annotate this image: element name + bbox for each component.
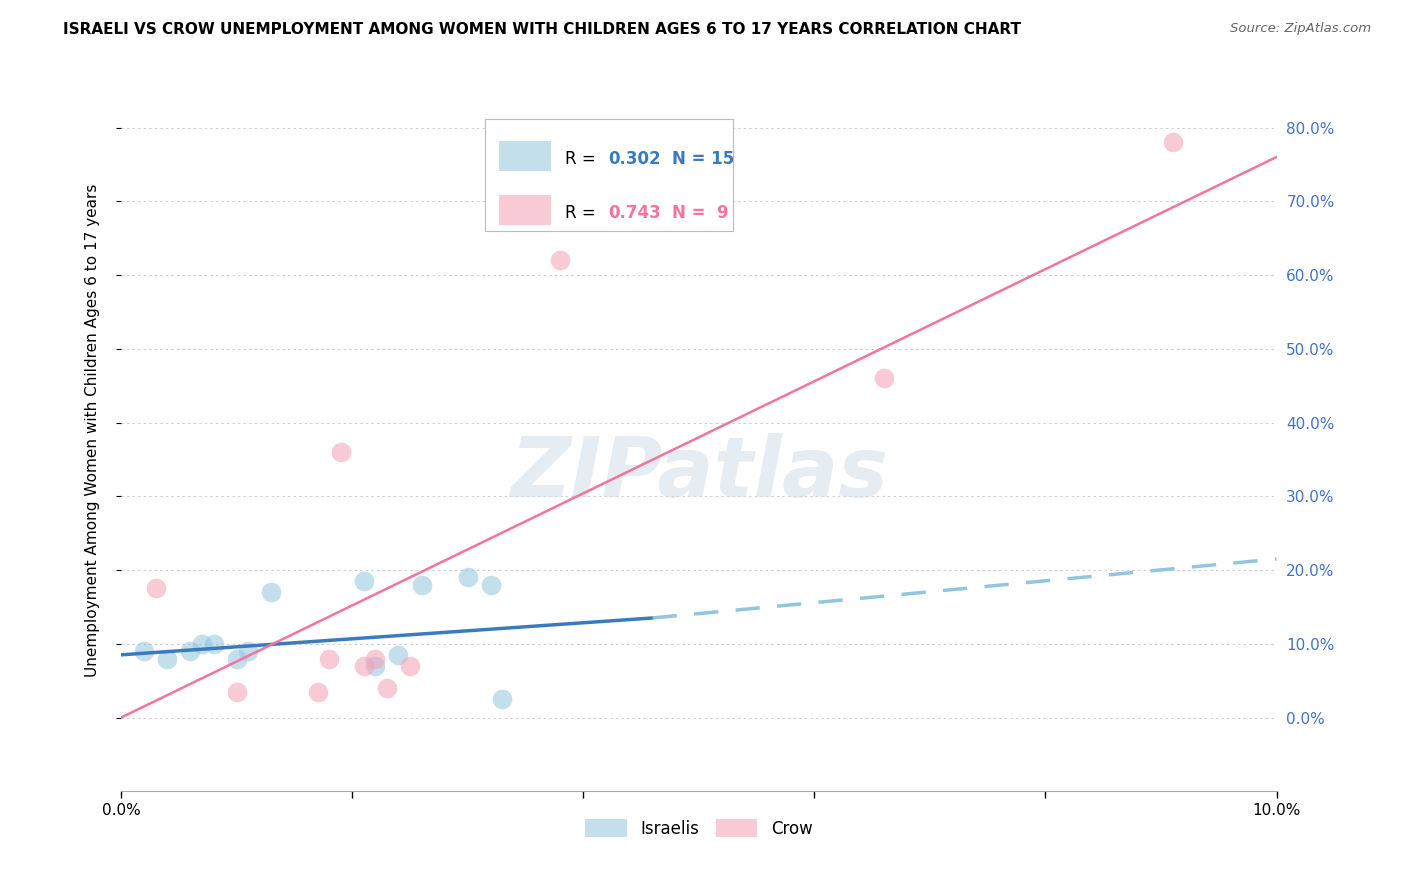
- Point: [364, 651, 387, 665]
- Point: [329, 445, 352, 459]
- Y-axis label: Unemployment Among Women with Children Ages 6 to 17 years: Unemployment Among Women with Children A…: [86, 183, 100, 677]
- Text: N = 15: N = 15: [672, 150, 734, 168]
- Point: [191, 637, 214, 651]
- Point: [202, 637, 225, 651]
- Point: [411, 578, 433, 592]
- Text: ISRAELI VS CROW UNEMPLOYMENT AMONG WOMEN WITH CHILDREN AGES 6 TO 17 YEARS CORREL: ISRAELI VS CROW UNEMPLOYMENT AMONG WOMEN…: [63, 22, 1021, 37]
- Point: [225, 684, 247, 698]
- Point: [134, 644, 156, 658]
- Point: [1161, 135, 1184, 149]
- Point: [457, 570, 479, 584]
- Point: [156, 651, 179, 665]
- Point: [479, 578, 502, 592]
- Point: [353, 659, 375, 673]
- Point: [238, 644, 260, 658]
- Text: ZIPatlas: ZIPatlas: [510, 433, 887, 514]
- Point: [307, 684, 329, 698]
- Point: [399, 659, 422, 673]
- Point: [548, 253, 571, 268]
- Point: [491, 692, 513, 706]
- Text: R =: R =: [565, 150, 600, 168]
- Point: [225, 651, 247, 665]
- Text: N =  9: N = 9: [672, 204, 728, 222]
- Point: [387, 648, 409, 662]
- Point: [145, 582, 167, 596]
- Point: [179, 644, 201, 658]
- Point: [318, 651, 340, 665]
- FancyBboxPatch shape: [499, 194, 551, 225]
- FancyBboxPatch shape: [499, 141, 551, 171]
- Point: [873, 371, 896, 385]
- Text: R =: R =: [565, 204, 600, 222]
- Point: [364, 659, 387, 673]
- FancyBboxPatch shape: [485, 120, 734, 231]
- Point: [375, 681, 398, 695]
- Text: Source: ZipAtlas.com: Source: ZipAtlas.com: [1230, 22, 1371, 36]
- Text: 0.743: 0.743: [609, 204, 661, 222]
- Point: [353, 574, 375, 588]
- Point: [260, 585, 283, 599]
- Text: 0.302: 0.302: [609, 150, 661, 168]
- Legend: Israelis, Crow: Israelis, Crow: [578, 813, 820, 845]
